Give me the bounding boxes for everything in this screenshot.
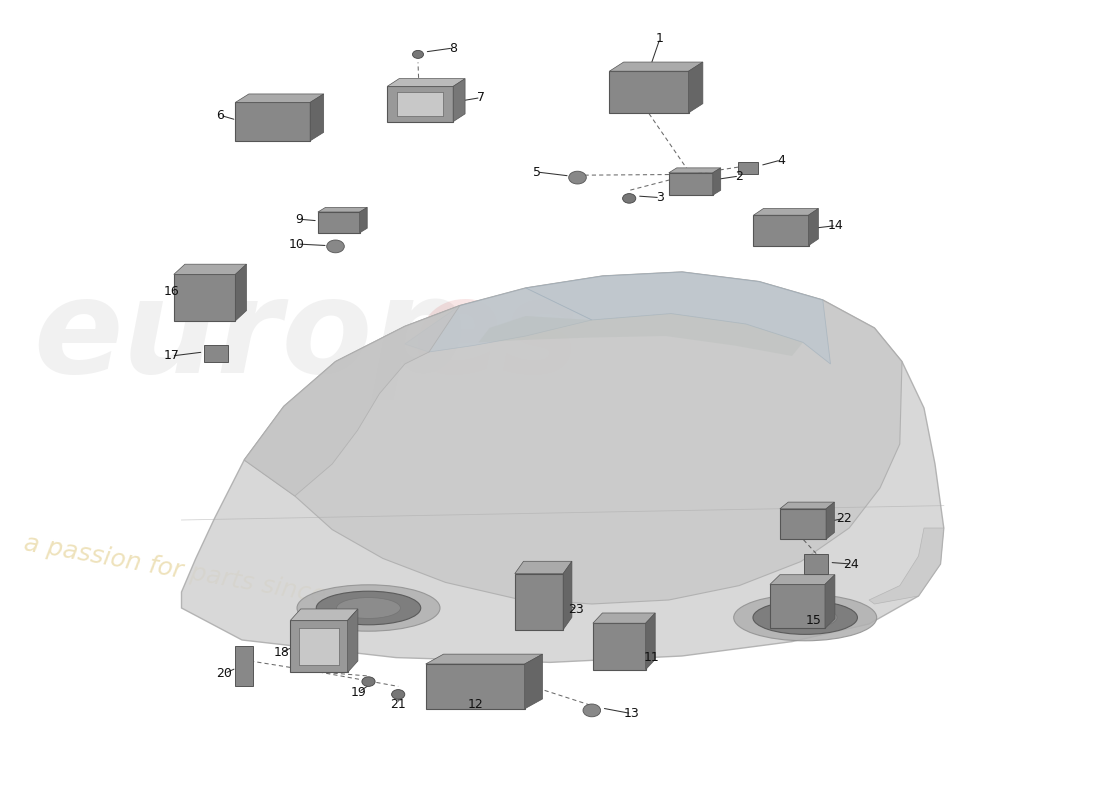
Text: 15: 15 [806,614,822,626]
Text: 6: 6 [216,109,224,122]
FancyBboxPatch shape [770,584,825,629]
Text: 14: 14 [828,219,844,232]
Circle shape [392,690,405,699]
FancyBboxPatch shape [235,102,310,141]
Text: 2: 2 [735,170,744,182]
FancyBboxPatch shape [609,71,689,113]
Polygon shape [808,209,818,246]
FancyBboxPatch shape [593,623,646,670]
Text: 16: 16 [164,285,179,298]
Polygon shape [525,654,542,709]
Text: a passion for parts since 1985: a passion for parts since 1985 [22,531,398,621]
Text: 12: 12 [468,698,483,710]
FancyBboxPatch shape [780,509,826,539]
FancyBboxPatch shape [235,646,253,686]
Ellipse shape [773,607,837,628]
Circle shape [569,171,586,184]
Text: 17: 17 [164,350,179,362]
Text: 9: 9 [295,213,304,226]
Polygon shape [405,288,592,352]
FancyBboxPatch shape [515,574,563,630]
Text: 23: 23 [569,603,584,616]
Polygon shape [453,78,465,122]
Polygon shape [290,609,358,621]
FancyBboxPatch shape [318,212,360,233]
Ellipse shape [734,594,877,641]
Polygon shape [515,562,572,574]
Text: 20: 20 [217,667,232,680]
Ellipse shape [337,598,400,618]
Ellipse shape [752,601,858,634]
Text: 21: 21 [390,698,406,710]
Polygon shape [563,562,572,630]
FancyBboxPatch shape [387,86,453,122]
Text: es: es [412,273,581,399]
Polygon shape [780,502,835,509]
Text: europ: europ [33,273,466,399]
Polygon shape [646,613,656,670]
Text: 18: 18 [274,646,289,658]
Polygon shape [526,272,830,364]
FancyBboxPatch shape [299,628,339,665]
Polygon shape [348,609,358,672]
Polygon shape [244,306,460,496]
FancyBboxPatch shape [754,215,808,246]
Circle shape [623,194,636,203]
Polygon shape [689,62,703,113]
Polygon shape [770,574,835,584]
Polygon shape [869,528,944,604]
FancyBboxPatch shape [397,92,443,116]
FancyBboxPatch shape [804,554,828,574]
Text: 13: 13 [624,707,639,720]
Polygon shape [593,613,656,623]
Circle shape [583,704,601,717]
Circle shape [412,50,424,58]
FancyBboxPatch shape [290,621,348,672]
Polygon shape [609,62,703,71]
Text: 4: 4 [777,154,785,166]
Polygon shape [360,207,367,233]
FancyBboxPatch shape [426,664,525,709]
Polygon shape [235,94,323,102]
FancyBboxPatch shape [738,162,758,174]
Polygon shape [182,272,944,662]
Polygon shape [754,209,818,215]
FancyBboxPatch shape [669,173,713,195]
Text: 22: 22 [836,512,851,525]
Polygon shape [669,168,720,173]
Text: 5: 5 [532,166,541,178]
FancyBboxPatch shape [204,345,228,362]
Text: 3: 3 [656,191,664,204]
Text: 19: 19 [351,686,366,698]
Ellipse shape [317,591,420,625]
Ellipse shape [297,585,440,631]
Text: 1: 1 [656,32,664,45]
Text: 11: 11 [644,651,659,664]
Polygon shape [426,654,542,664]
Polygon shape [235,264,246,321]
Polygon shape [244,272,902,604]
Text: 10: 10 [289,238,305,250]
FancyBboxPatch shape [174,274,235,321]
Polygon shape [318,207,367,212]
Polygon shape [310,94,323,141]
Polygon shape [713,168,721,195]
Text: 24: 24 [844,558,859,570]
Polygon shape [478,314,803,356]
Polygon shape [825,574,835,629]
Circle shape [362,677,375,686]
Text: 8: 8 [449,42,458,54]
Polygon shape [387,78,465,86]
Circle shape [327,240,344,253]
Polygon shape [174,264,246,274]
Text: 7: 7 [476,91,485,104]
Polygon shape [826,502,835,539]
